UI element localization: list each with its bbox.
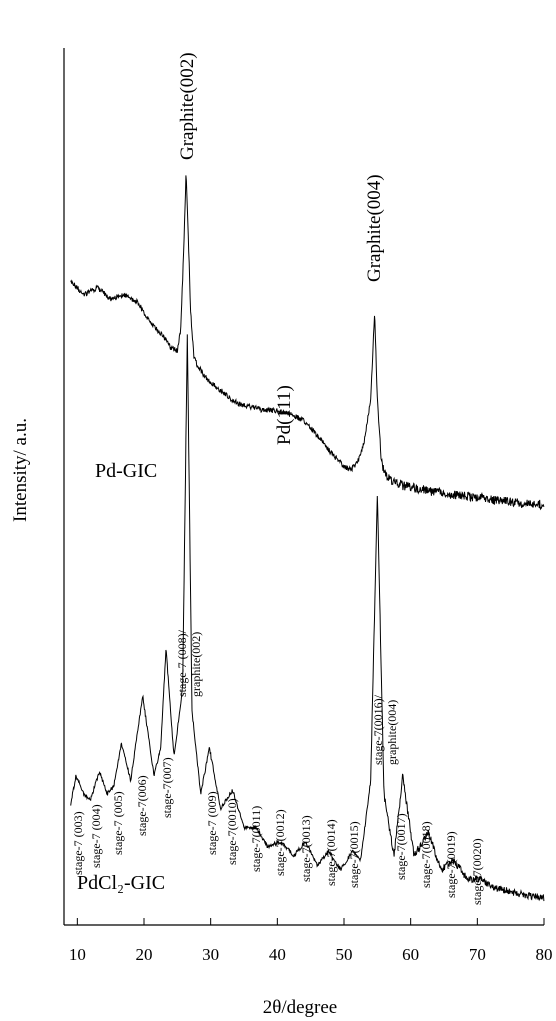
peak-label-s7-007: stage-7(007) [160,757,174,818]
x-tick-label-40: 40 [269,945,286,964]
peak-label-s7-0013: stage-7(0013) [299,815,313,882]
y-axis-title: Intensity/ a.u. [10,418,31,522]
peak-label-s7-0017: stage-7(0017) [394,813,408,880]
peak-label-s7-004: stage-7 (004) [89,804,103,868]
x-tick-label-50: 50 [336,945,353,964]
peak-label-graphite-002-b: graphite(002) [189,632,203,697]
series-line-pd-gic [70,175,545,511]
peak-label-s7-008: stage-7 (008)/ [175,629,189,697]
peak-label-s7-0020: stage-7(0020) [470,838,484,905]
x-tick-label-30: 30 [202,945,219,964]
peak-label-s7-0019: stage-7(0019) [444,831,458,898]
peak-label-graphite-002: Graphite(002) [177,52,198,160]
x-tick-label-80: 80 [536,945,553,964]
peak-label-pd-111: Pd(111) [274,385,295,445]
x-tick-label-70: 70 [469,945,486,964]
peak-label-s7-009: stage-7 (009) [205,791,219,855]
peak-label-s7-0018: stage-7(0018) [419,821,433,888]
peak-label-s7-003: stage-7 (003) [71,811,85,875]
pdcl2-peak-labels: stage-7 (003) stage-7 (004) stage-7 (005… [71,629,484,905]
x-tick-label-20: 20 [136,945,153,964]
peak-label-s7-005: stage-7 (005) [111,791,125,855]
peak-label-graphite-004: Graphite(004) [364,174,385,282]
peak-label-s7-0011: stage-7(0011) [249,806,263,872]
sample-label-pdcl2-gic: PdCl₂-GIC [77,872,165,894]
x-tick-label-10: 10 [69,945,86,964]
peak-label-graphite-004-b: graphite(004) [385,700,399,765]
sample-label-pd-gic: Pd-GIC [95,460,157,482]
peak-label-s7-0012: stage-7(0012) [273,809,287,876]
peak-label-s7-0010: stage-7(0010) [225,798,239,865]
series-line-pdcl2-gic [70,334,545,902]
x-tick-labels: 10 20 30 40 50 60 70 80 [69,945,553,964]
peak-label-s7-006: stage-7(006) [135,775,149,836]
peak-label-s7-0014: stage-7(0014) [324,819,338,886]
x-axis-title: 2θ/degree [263,997,338,1018]
x-ticks [76,918,545,925]
series-layer [70,175,545,902]
x-tick-label-60: 60 [402,945,419,964]
peak-label-s7-0016: stage-7(0016)/ [371,694,385,765]
peak-label-s7-0015: stage-7(0015) [347,821,361,888]
